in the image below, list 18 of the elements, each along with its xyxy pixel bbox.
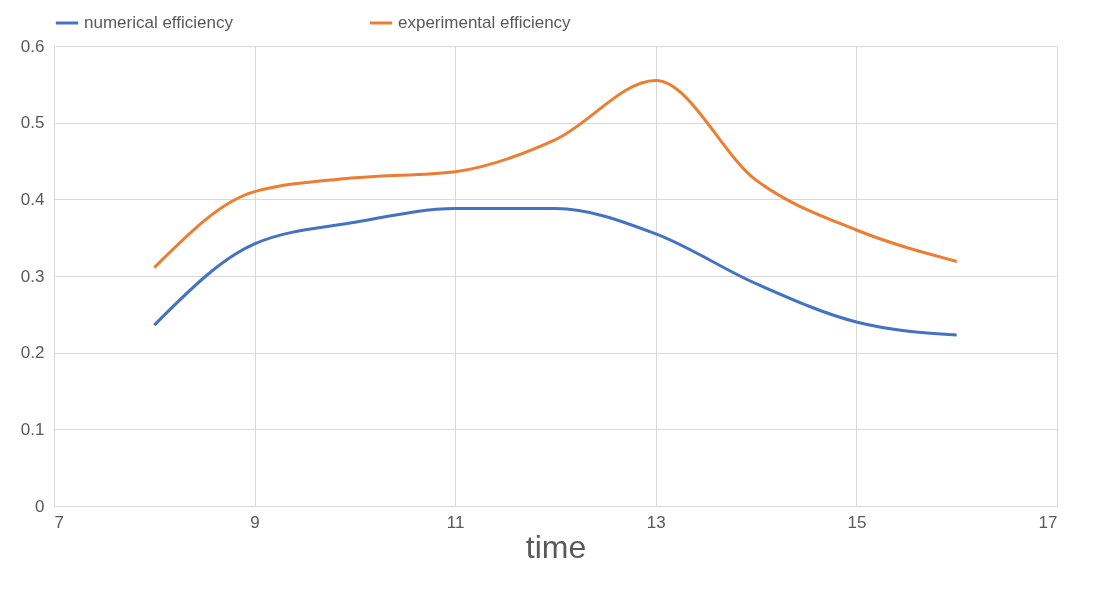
y-tick-label: 0.2 xyxy=(20,343,45,363)
legend-label: numerical efficiency xyxy=(84,13,234,32)
legend-label: experimental efficiency xyxy=(398,13,572,32)
line-series xyxy=(152,207,959,337)
x-axis-title: time xyxy=(525,528,587,565)
x-tick-label: 15 xyxy=(847,512,867,532)
x-tick-label: 13 xyxy=(646,512,666,532)
y-tick-label: 0 xyxy=(35,496,45,516)
y-tick-label: 0.6 xyxy=(20,36,45,56)
y-tick-label: 0.4 xyxy=(20,189,45,209)
x-tick-label: 11 xyxy=(446,512,465,532)
x-tick-label: 17 xyxy=(1038,512,1058,532)
line-series xyxy=(152,79,959,270)
y-tick-label: 0.3 xyxy=(20,266,45,286)
y-tick-label: 0.1 xyxy=(20,419,45,439)
x-tick-label: 9 xyxy=(250,512,260,532)
y-tick-label: 0.5 xyxy=(20,113,45,133)
x-tick-label: 7 xyxy=(54,512,64,532)
